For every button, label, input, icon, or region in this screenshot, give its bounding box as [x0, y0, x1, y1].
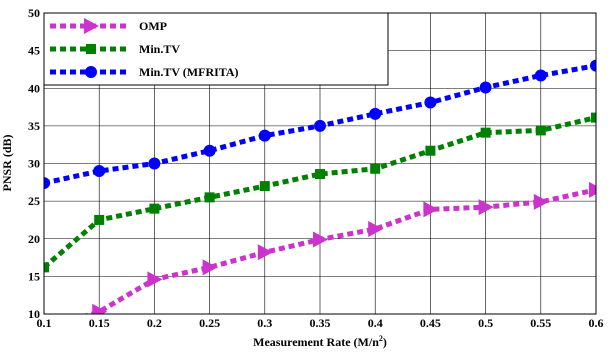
- data-point: [148, 157, 161, 170]
- x-tick-label: 0.4: [368, 316, 383, 330]
- data-point: [44, 262, 49, 273]
- legend-marker: [85, 66, 97, 78]
- data-point: [423, 201, 439, 218]
- data-point: [590, 59, 596, 72]
- data-point: [93, 165, 106, 178]
- data-point: [425, 145, 436, 156]
- data-point: [479, 81, 492, 94]
- data-point: [591, 112, 596, 123]
- data-point: [535, 125, 546, 136]
- y-tick-label: 10: [28, 307, 40, 321]
- y-axis-label: PNSR (dB): [0, 134, 14, 191]
- x-tick-label: 0.5: [478, 316, 493, 330]
- data-point: [147, 271, 163, 288]
- data-point: [533, 193, 549, 210]
- y-tick-label: 30: [28, 157, 40, 171]
- data-point: [424, 96, 437, 109]
- x-tick-label: 0.25: [199, 316, 220, 330]
- x-tick-label: 0.55: [530, 316, 551, 330]
- legend-label: Min.TV: [139, 42, 180, 56]
- x-tick-label: 0.3: [257, 316, 272, 330]
- x-tick-label: 0.35: [310, 316, 331, 330]
- y-tick-label: 25: [28, 194, 40, 208]
- y-tick-label: 40: [28, 81, 40, 95]
- data-point: [203, 144, 216, 157]
- series-3: [44, 59, 596, 190]
- series-2: [44, 112, 596, 273]
- data-point: [315, 169, 325, 180]
- x-tick-label: 0.45: [420, 316, 441, 330]
- x-tick-label: 0.15: [89, 316, 110, 330]
- y-tick-label: 15: [28, 269, 40, 283]
- data-point: [149, 203, 160, 214]
- data-point: [259, 181, 270, 192]
- legend: OMP Min.TV Min.TV (MFRITA): [43, 12, 389, 86]
- legend-marker: [86, 44, 96, 54]
- legend-entry: Min.TV: [50, 42, 180, 56]
- y-tick-label: 35: [28, 119, 40, 133]
- data-point: [258, 129, 271, 142]
- data-point: [92, 303, 108, 314]
- x-tick-label: 0.2: [147, 316, 162, 330]
- y-tick-label: 50: [28, 6, 40, 20]
- y-tick-label: 45: [28, 44, 40, 58]
- data-point: [369, 107, 382, 120]
- data-point: [370, 163, 381, 174]
- y-tick-label: 20: [28, 232, 40, 246]
- data-point: [202, 259, 218, 276]
- data-point: [204, 192, 215, 203]
- series-line: [44, 115, 596, 270]
- legend-entry: OMP: [50, 18, 167, 34]
- data-point: [314, 119, 326, 132]
- legend-marker: [84, 18, 99, 34]
- data-point: [368, 220, 384, 237]
- x-tick-label: 0.6: [589, 316, 604, 330]
- legend-entry: Min.TV (MFRITA): [50, 65, 239, 79]
- x-axis-label: Measurement Rate (M/n2): [253, 334, 387, 349]
- series-1: [83, 181, 596, 314]
- data-point: [94, 214, 105, 225]
- data-point: [478, 199, 494, 216]
- data-point: [534, 69, 547, 82]
- legend-label: Min.TV (MFRITA): [139, 65, 239, 79]
- series-layer: [44, 59, 596, 314]
- data-point: [44, 177, 50, 190]
- x-axis-ticks: 0.1 0.15 0.2 0.25 0.3 0.35 0.4 0.45 0.5 0.55 0.6: [37, 316, 604, 330]
- data-point: [480, 127, 491, 138]
- data-point: [313, 231, 328, 248]
- x-tick-label: 0.1: [37, 316, 52, 330]
- legend-label: OMP: [139, 19, 167, 33]
- data-point: [257, 244, 273, 261]
- data-point: [589, 181, 596, 198]
- y-axis-ticks: 10 15 20 25 30 35 40 45 50: [28, 6, 40, 321]
